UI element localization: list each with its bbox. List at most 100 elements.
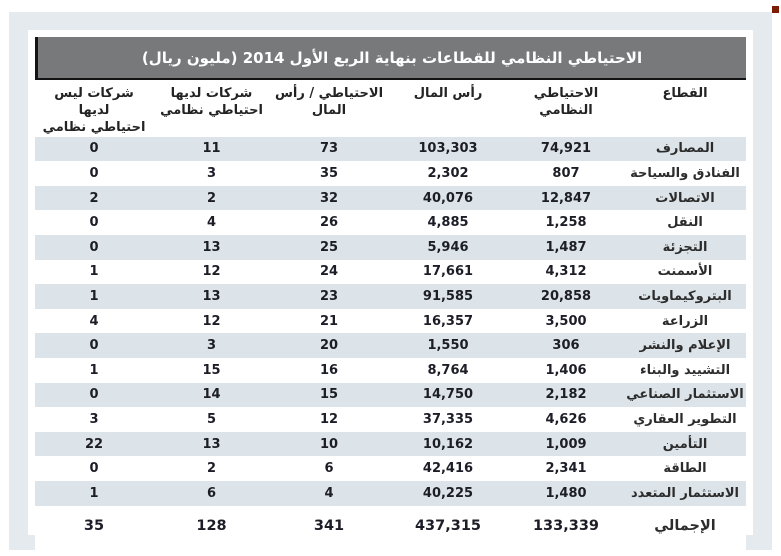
value-cell-companies-with-reserve: 128: [153, 505, 270, 550]
value-cell-reserve-to-capital-ratio: 26: [319, 215, 339, 231]
table-row: الفنادق والسياحة 807 2,302 35 3 0: [35, 161, 746, 186]
value-cell-reserve-to-capital-ratio: 25: [270, 235, 388, 260]
sector-cell: الاتصالات: [624, 185, 746, 211]
value-cell-companies-with-reserve: 4: [206, 215, 217, 231]
sector-cell: المصارف: [624, 136, 746, 162]
value-cell-statutory-reserve: 133,339: [508, 505, 624, 550]
table-row: النقل 1,258 4,885 26 4 0: [35, 210, 746, 235]
value-cell-reserve-to-capital-ratio: 16: [319, 362, 339, 378]
value-cell-companies-without-reserve: 1: [35, 480, 153, 506]
value-cell-companies-without-reserve: 0: [35, 235, 153, 260]
column-header-sector: القطاع: [662, 86, 708, 101]
table-row: الأسمنت 4,312 17,661 24 12 1: [35, 260, 746, 285]
value-cell-reserve-to-capital-ratio: 20: [270, 333, 388, 359]
table-row: الاستثمار الصناعي 2,182 14,750 15 14 0: [35, 382, 746, 408]
panel-frame: الاحتياطي النظامي للقطاعات بنهاية الربع …: [9, 12, 772, 550]
value-cell-capital: 2,302: [427, 166, 469, 182]
value-cell-companies-without-reserve: 3: [89, 412, 99, 427]
value-cell-reserve-to-capital-ratio: 12: [319, 412, 339, 427]
value-cell-capital: 1,550: [388, 333, 508, 359]
value-cell-statutory-reserve: 1,480: [508, 480, 624, 506]
value-cell-capital: 40,076: [388, 185, 508, 211]
value-cell-companies-with-reserve: 15: [202, 362, 221, 378]
sector-cell: النقل: [667, 215, 703, 231]
statutory-reserve-table: القطاع الاحتياطي النظامي رأس المال الاحتياط…: [35, 80, 746, 550]
value-cell-companies-with-reserve: 13: [153, 431, 270, 457]
value-cell-reserve-to-capital-ratio: 35: [319, 166, 339, 182]
sector-cell: الاستثمار الصناعي: [624, 382, 746, 408]
sector-cell: التطوير العقاري: [633, 412, 737, 427]
value-cell-reserve-to-capital-ratio: 15: [270, 382, 388, 408]
table-row: التجزئة 1,487 5,946 25 13 0: [35, 235, 746, 260]
value-cell-companies-without-reserve: 0: [89, 215, 99, 231]
value-cell-companies-without-reserve: 22: [35, 431, 153, 457]
value-cell-reserve-to-capital-ratio: 24: [319, 264, 339, 280]
table-row: الزراعة 3,500 16,357 21 12 4: [35, 309, 746, 334]
value-cell-statutory-reserve: 4,312: [545, 264, 587, 280]
value-cell-statutory-reserve: 1,009: [508, 431, 624, 457]
value-cell-statutory-reserve: 1,406: [545, 362, 587, 378]
value-cell-capital: 103,303: [388, 136, 508, 162]
table-row: الاستثمار المتعدد 1,480 40,225 4 6 1: [35, 480, 746, 506]
value-cell-reserve-to-capital-ratio: 73: [270, 136, 388, 162]
value-cell-companies-without-reserve: 0: [89, 461, 99, 477]
total-row: الإجمالي 133,339 437,315 341 128 35: [35, 505, 746, 550]
column-header-companies-with-reserve: شركات لديها احتياطي نظامي: [160, 86, 263, 118]
table-row: الطاقة 2,341 42,416 6 2 0: [35, 456, 746, 481]
value-cell-companies-with-reserve: 6: [153, 480, 270, 506]
value-cell-companies-with-reserve: 14: [153, 382, 270, 408]
value-cell-reserve-to-capital-ratio: 23: [270, 284, 388, 309]
value-cell-companies-without-reserve: 1: [89, 264, 99, 280]
value-cell-companies-without-reserve: 0: [35, 382, 153, 408]
value-cell-statutory-reserve: 12,847: [508, 185, 624, 211]
table-row: الاتصالات 12,847 40,076 32 2 2: [35, 185, 746, 211]
value-cell-statutory-reserve: 2,341: [545, 461, 587, 477]
value-cell-companies-with-reserve: 11: [153, 136, 270, 162]
value-cell-companies-with-reserve: 13: [153, 284, 270, 309]
value-cell-companies-with-reserve: 3: [206, 166, 217, 182]
value-cell-capital: 5,946: [388, 235, 508, 260]
value-cell-reserve-to-capital-ratio: 32: [270, 185, 388, 211]
value-cell-companies-without-reserve: 0: [89, 166, 99, 182]
column-header-companies-without-reserve: شركات ليس لديها احتياطي نظامي: [42, 86, 146, 135]
sector-cell: التشييد والبناء: [639, 362, 731, 378]
value-cell-companies-with-reserve: 5: [206, 412, 217, 427]
sector-cell: الزراعة: [661, 313, 709, 329]
value-cell-companies-with-reserve: 2: [206, 461, 217, 477]
value-cell-reserve-to-capital-ratio: 341: [270, 505, 388, 550]
table-header-row: القطاع الاحتياطي النظامي رأس المال الاحتياط…: [35, 80, 746, 137]
value-cell-statutory-reserve: 1,487: [508, 235, 624, 260]
table-title: الاحتياطي النظامي للقطاعات بنهاية الربع …: [141, 48, 643, 67]
value-cell-companies-with-reserve: 2: [153, 185, 270, 211]
value-cell-capital: 91,585: [388, 284, 508, 309]
sector-cell: الطاقة: [663, 461, 707, 477]
value-cell-companies-without-reserve: 0: [35, 136, 153, 162]
table-row: التأمين 1,009 10,162 10 13 22: [35, 431, 746, 457]
table-title-bar: الاحتياطي النظامي للقطاعات بنهاية الربع …: [35, 37, 746, 80]
value-cell-companies-with-reserve: 13: [153, 235, 270, 260]
value-cell-capital: 42,416: [422, 461, 474, 477]
table-row: المصارف 74,921 103,303 73 11 0: [35, 136, 746, 162]
value-cell-companies-without-reserve: 4: [89, 313, 99, 329]
column-header-reserve-to-capital-ratio: الاحتياطي / رأس المال: [274, 86, 384, 118]
value-cell-statutory-reserve: 74,921: [508, 136, 624, 162]
value-cell-companies-without-reserve: 1: [35, 284, 153, 309]
value-cell-statutory-reserve: 306: [508, 333, 624, 359]
value-cell-capital: 37,335: [422, 412, 474, 427]
sector-cell: الفنادق والسياحة: [630, 166, 740, 182]
value-cell-statutory-reserve: 4,626: [545, 412, 587, 427]
sector-cell: التأمين: [624, 431, 746, 457]
value-cell-statutory-reserve: 1,258: [545, 215, 587, 231]
value-cell-capital: 17,661: [422, 264, 474, 280]
value-cell-statutory-reserve: 20,858: [508, 284, 624, 309]
value-cell-capital: 4,885: [427, 215, 469, 231]
value-cell-companies-with-reserve: 12: [202, 313, 221, 329]
value-cell-reserve-to-capital-ratio: 10: [270, 431, 388, 457]
value-cell-reserve-to-capital-ratio: 4: [270, 480, 388, 506]
value-cell-reserve-to-capital-ratio: 21: [319, 313, 339, 329]
value-cell-companies-without-reserve: 35: [35, 505, 153, 550]
value-cell-capital: 10,162: [388, 431, 508, 457]
sector-cell: الإعلام والنشر: [624, 333, 746, 359]
value-cell-capital: 8,764: [427, 362, 469, 378]
value-cell-companies-with-reserve: 12: [202, 264, 221, 280]
